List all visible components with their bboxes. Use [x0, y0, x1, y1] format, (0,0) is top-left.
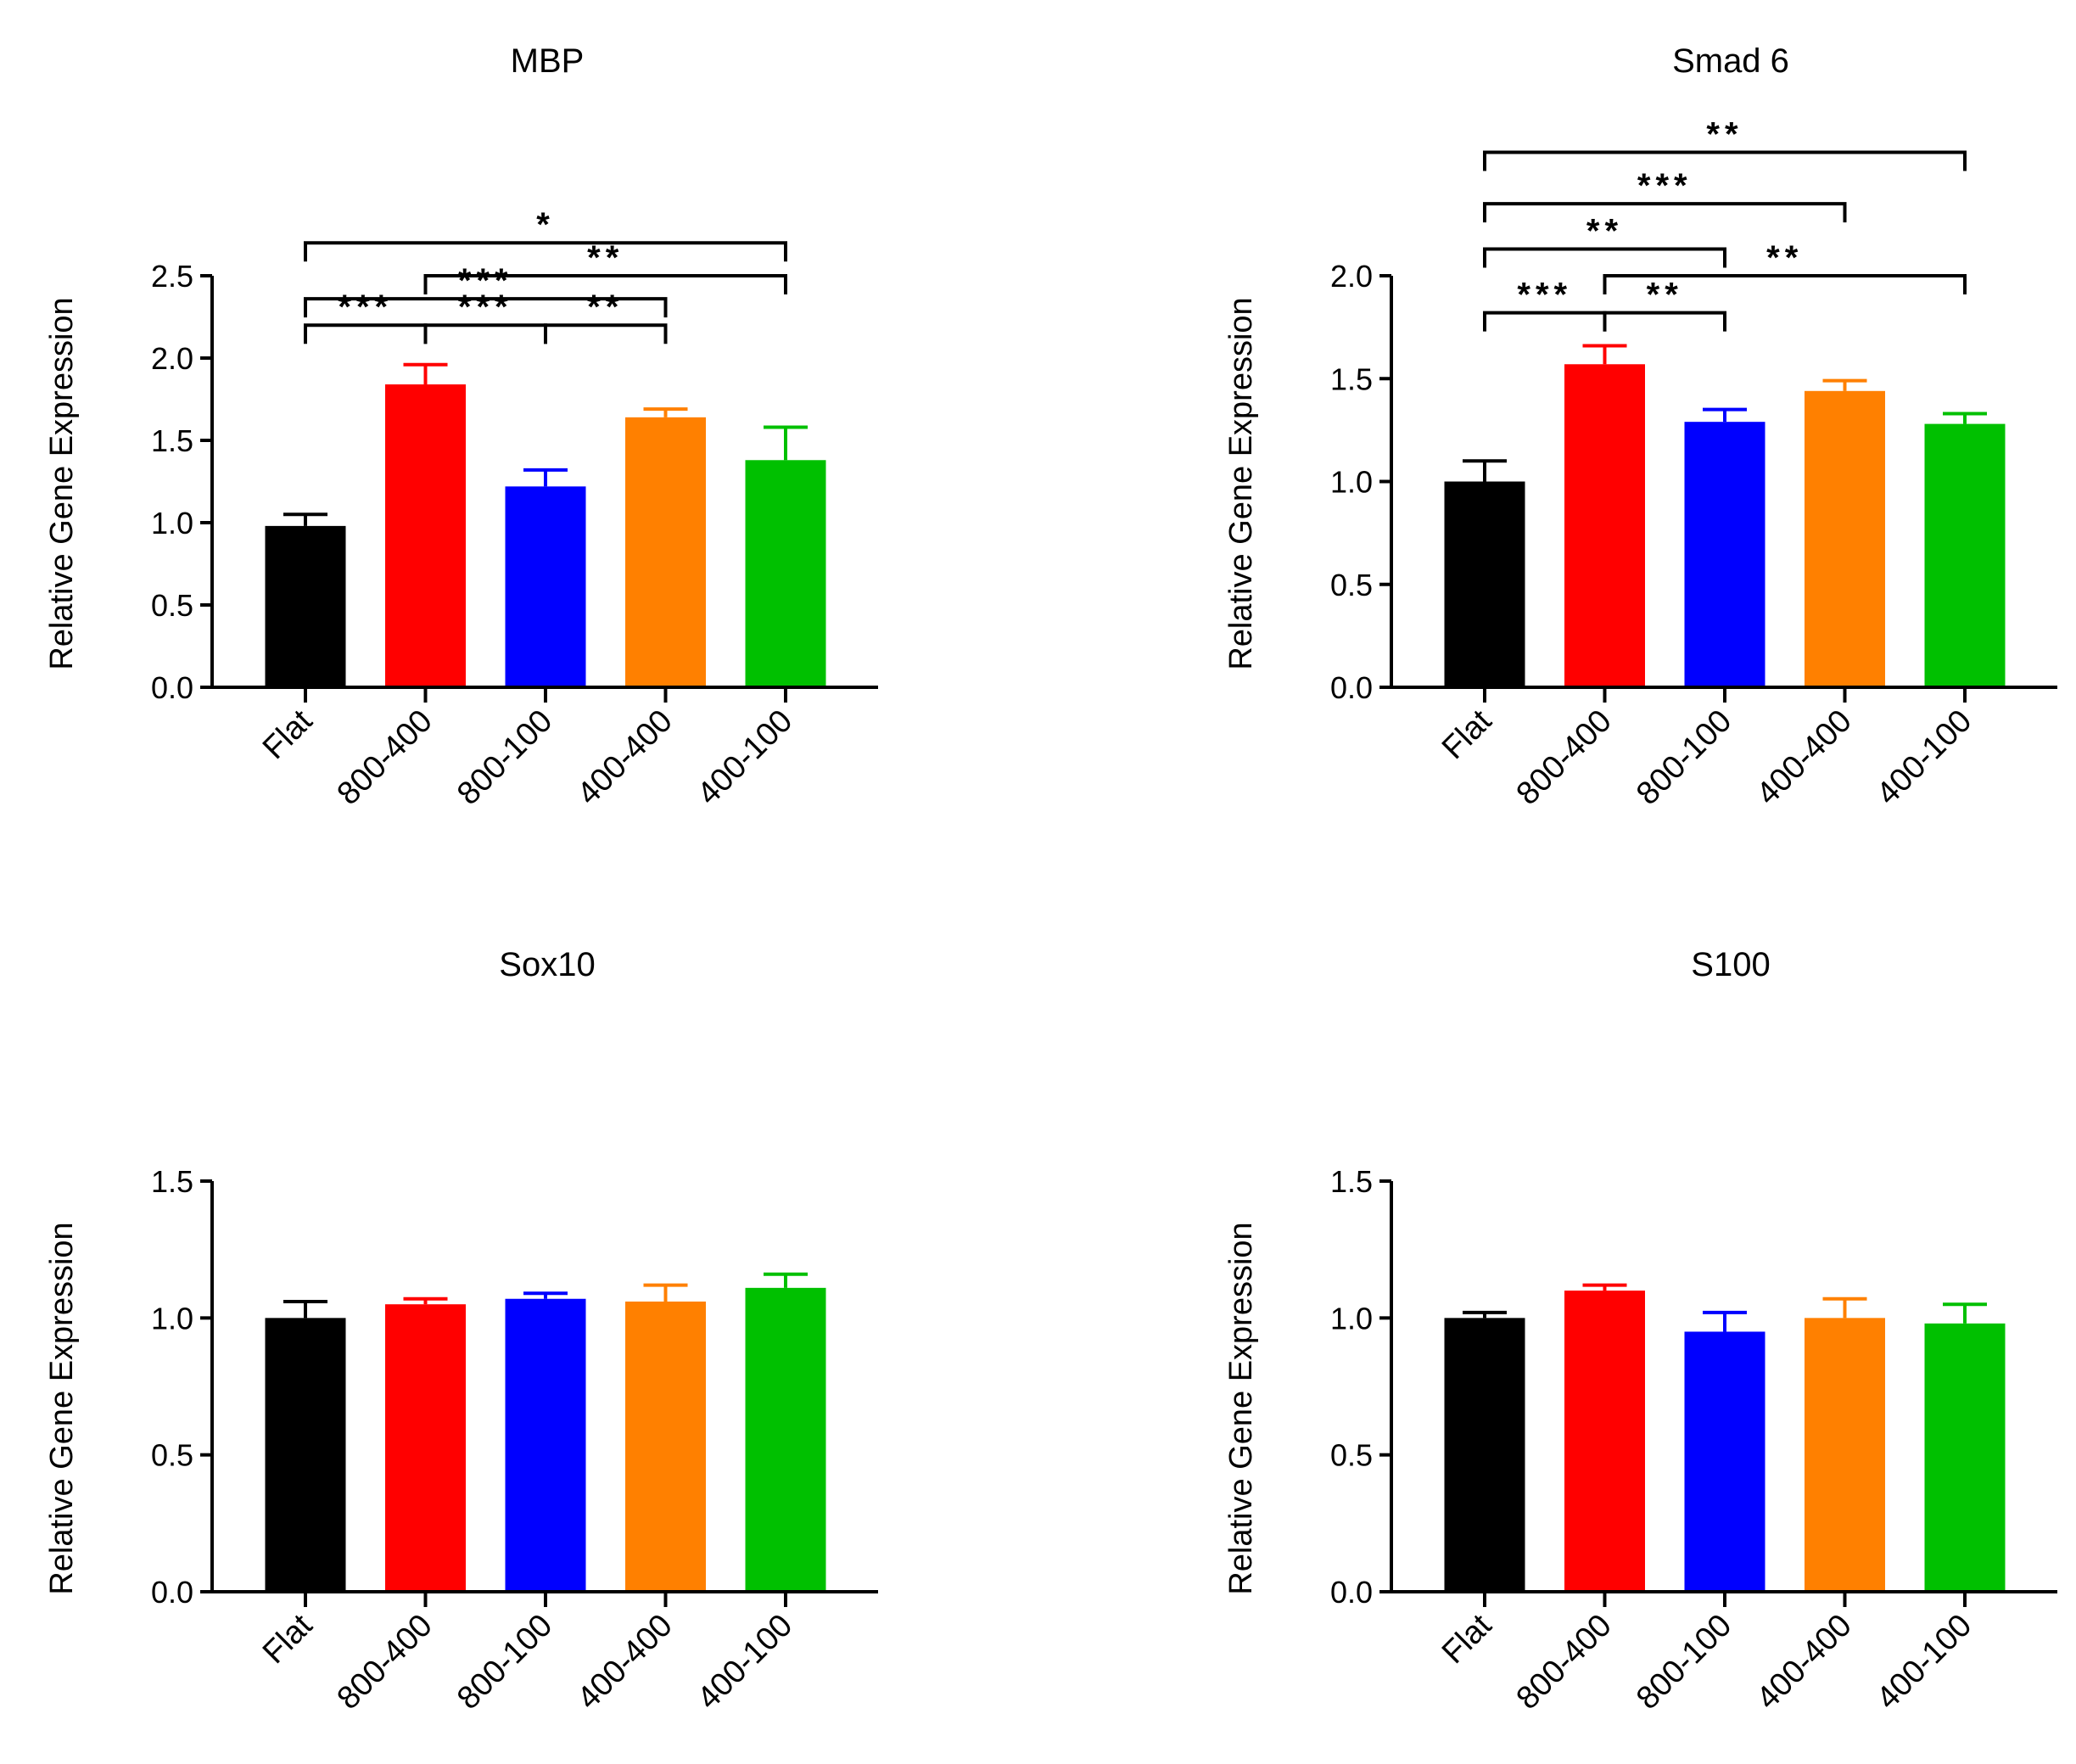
x-tick-label: 400-400	[1750, 1608, 1859, 1716]
bar-flat	[1444, 481, 1525, 687]
significance-bracket: ***	[1483, 167, 1847, 223]
x-tick-label: Flat	[1435, 703, 1499, 766]
y-axis-label: Relative Gene Expression	[1223, 297, 1259, 669]
significance-bracket: **	[1483, 116, 1967, 171]
significance-label: **	[1706, 116, 1743, 154]
bar-400-100	[745, 460, 826, 687]
x-tick-label: 400-400	[571, 1608, 680, 1716]
significance-bracket: ***	[1483, 277, 1607, 332]
y-axis-label: Relative Gene Expression	[1223, 1222, 1259, 1594]
y-tick-label: 1.0	[151, 1301, 193, 1336]
significance-bracket: **	[1603, 277, 1726, 332]
y-tick-label: 2.5	[151, 259, 193, 294]
bar-400-100	[1924, 423, 2006, 687]
significance-label: ***	[458, 262, 513, 300]
x-tick-label: Flat	[1435, 1607, 1499, 1671]
significance-label: ***	[338, 288, 393, 326]
significance-label: **	[1766, 239, 1803, 277]
x-tick-label: 400-100	[691, 1608, 799, 1716]
x-tick-label: 800-100	[450, 1608, 559, 1716]
x-tick-label: Flat	[256, 703, 320, 766]
y-tick-label: 0.5	[1330, 568, 1373, 602]
bar-400-400	[1805, 1318, 1885, 1592]
x-tick-label: 400-100	[691, 703, 799, 812]
bar-800-400	[1564, 1291, 1645, 1592]
bar-400-100	[745, 1287, 826, 1592]
chart-title: Sox10	[499, 946, 595, 983]
bar-400-100	[1924, 1323, 2006, 1592]
significance-label: ***	[1517, 277, 1572, 314]
x-tick-label: 400-400	[1750, 703, 1859, 812]
chart-panel-smad6: Smad 6 Relative Gene Expression 0.0 0.5 1.…	[1223, 42, 2057, 812]
chart-panel-mbp: MBP Relative Gene Expression 0.0 0.5 1.0 1.…	[44, 42, 878, 812]
y-tick-label: 1.0	[151, 506, 193, 540]
y-axis-label: Relative Gene Expression	[44, 297, 80, 669]
bar-800-100	[505, 1298, 586, 1592]
significance-label: ***	[1637, 167, 1693, 204]
x-tick-label: 400-400	[571, 703, 680, 812]
x-tick-label: 800-400	[331, 703, 439, 812]
significance-bracket: **	[1483, 212, 1726, 268]
chart-panel-sox10: Sox10 Relative Gene Expression 0.0 0.5 1.0…	[44, 946, 878, 1716]
x-tick-label: 800-400	[331, 1608, 439, 1716]
chart-panel-s100: S100 Relative Gene Expression 0.0 0.5 1.0 1…	[1223, 946, 2057, 1716]
y-axis-label: Relative Gene Expression	[44, 1222, 80, 1594]
significance-label: **	[1586, 212, 1623, 249]
bar-400-400	[625, 417, 706, 687]
significance-label: **	[1647, 277, 1683, 314]
significance-label: **	[587, 239, 624, 277]
x-tick-label: 800-400	[1510, 1608, 1619, 1716]
y-tick-label: 0.5	[151, 588, 193, 623]
significance-label: **	[587, 288, 624, 326]
y-tick-label: 1.0	[1330, 1301, 1373, 1336]
chart-title: MBP	[511, 42, 585, 80]
y-tick-label: 1.5	[1330, 361, 1373, 396]
significance-label: ***	[458, 288, 513, 326]
significance-bracket: ***	[304, 288, 428, 344]
significance-bracket: ***	[423, 288, 547, 344]
x-tick-label: 400-100	[1870, 703, 1978, 812]
significance-bracket: **	[423, 239, 787, 294]
significance-bracket: *	[304, 206, 787, 262]
significance-label: *	[536, 206, 555, 244]
x-tick-label: 800-400	[1510, 703, 1619, 812]
bar-800-400	[385, 384, 466, 687]
significance-bracket: ***	[304, 262, 668, 318]
bar-800-100	[505, 486, 586, 687]
y-tick-label: 0.0	[1330, 1575, 1373, 1610]
x-tick-label: Flat	[256, 1607, 320, 1671]
bar-flat	[1444, 1318, 1525, 1592]
y-tick-label: 1.0	[1330, 465, 1373, 500]
y-tick-label: 1.5	[151, 1164, 193, 1199]
x-tick-label: 800-100	[1630, 1608, 1738, 1716]
bar-flat	[265, 525, 346, 687]
y-tick-label: 0.0	[151, 1575, 193, 1610]
y-tick-label: 1.5	[1330, 1164, 1373, 1199]
bar-400-400	[1805, 390, 1885, 687]
y-tick-label: 0.0	[151, 670, 193, 705]
y-tick-label: 0.0	[1330, 670, 1373, 705]
x-tick-label: 400-100	[1870, 1608, 1978, 1716]
bar-800-400	[385, 1304, 466, 1592]
y-tick-label: 0.5	[151, 1438, 193, 1473]
y-tick-label: 2.0	[151, 341, 193, 376]
bar-400-400	[625, 1301, 706, 1592]
bar-800-100	[1684, 422, 1765, 687]
chart-title: Smad 6	[1672, 42, 1789, 80]
x-tick-label: 800-100	[450, 703, 559, 812]
bar-800-400	[1564, 364, 1645, 687]
x-tick-label: 800-100	[1630, 703, 1738, 812]
bar-flat	[265, 1318, 346, 1592]
y-tick-label: 1.5	[151, 423, 193, 458]
bar-800-100	[1684, 1331, 1765, 1592]
chart-title: S100	[1691, 946, 1770, 983]
y-tick-label: 0.5	[1330, 1438, 1373, 1473]
significance-bracket: **	[544, 288, 668, 344]
y-tick-label: 2.0	[1330, 259, 1373, 294]
significance-bracket: **	[1603, 239, 1967, 294]
